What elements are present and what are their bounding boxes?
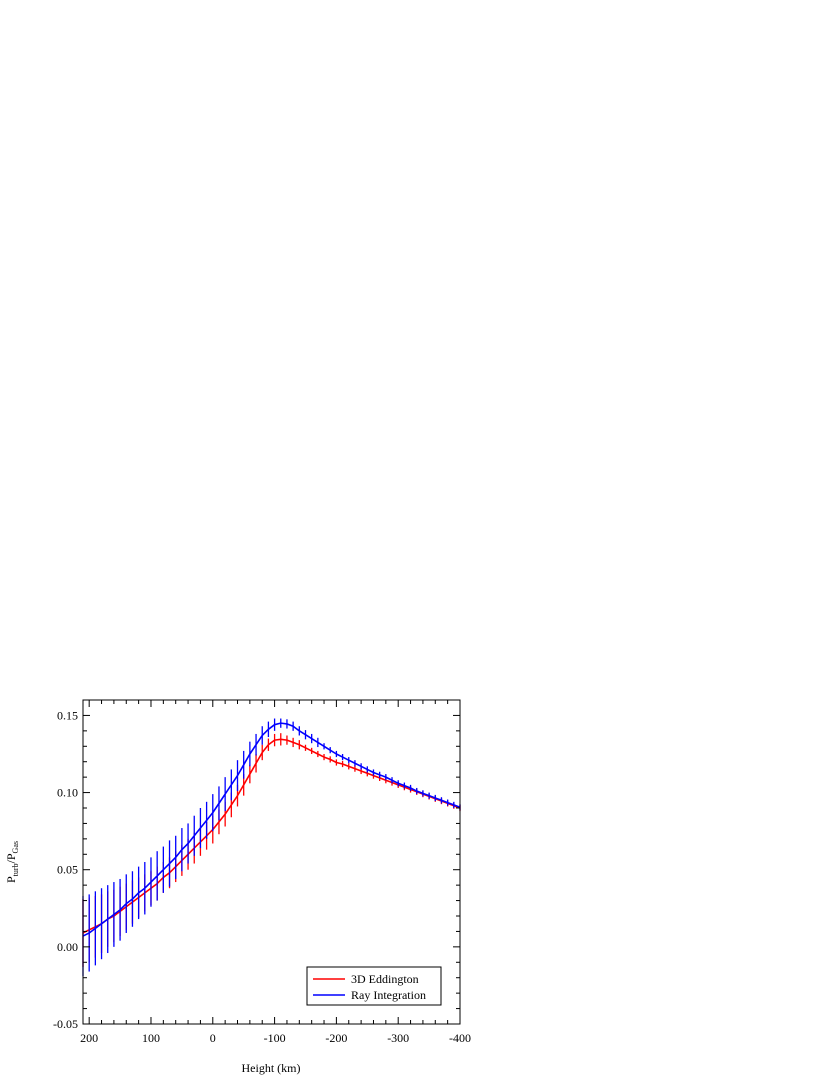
y-axis-title-sub1: turb [11, 863, 20, 876]
legend: 3D Eddington Ray Integration [306, 966, 442, 1006]
y-axis-title-mid: /P [4, 853, 18, 863]
y-axis-title: Pturb/PGas [4, 841, 20, 883]
x-tick-label: -200 [325, 1031, 347, 1045]
x-tick-label: -300 [387, 1031, 409, 1045]
series-line-3d-eddington [82, 738, 461, 934]
y-tick-label: 0.00 [57, 940, 78, 954]
y-tick-label: -0.05 [53, 1017, 78, 1031]
series-ray-integration [82, 718, 461, 977]
y-tick-label: 0.15 [57, 708, 78, 722]
legend-label-3d-eddington: 3D Eddington [351, 972, 419, 986]
x-tick-label: 0 [210, 1031, 216, 1045]
x-axis-title: Height (km) [242, 1061, 301, 1075]
legend-box [306, 966, 442, 1006]
ticks-layer [83, 700, 461, 1025]
x-tick-label: -100 [264, 1031, 286, 1045]
series-layer [82, 718, 461, 977]
y-axis-title-main: P [4, 876, 18, 883]
y-tick-label: 0.05 [57, 863, 78, 877]
plot-frame [82, 699, 461, 1025]
x-tick-label: 100 [142, 1031, 160, 1045]
tick-labels-layer: 200 100 0 -100 -200 -300 -400 -0.05 0.00 0.05 0.10… [53, 708, 471, 1045]
x-tick-label: 200 [80, 1031, 98, 1045]
x-tick-label: -400 [449, 1031, 471, 1045]
y-tick-label: 0.10 [57, 786, 78, 800]
series-3d-eddington [82, 733, 461, 967]
y-axis-title-sub2: Gas [11, 841, 20, 853]
series-line-ray-integration [82, 722, 461, 937]
legend-label-ray-integration: Ray Integration [351, 988, 426, 1002]
